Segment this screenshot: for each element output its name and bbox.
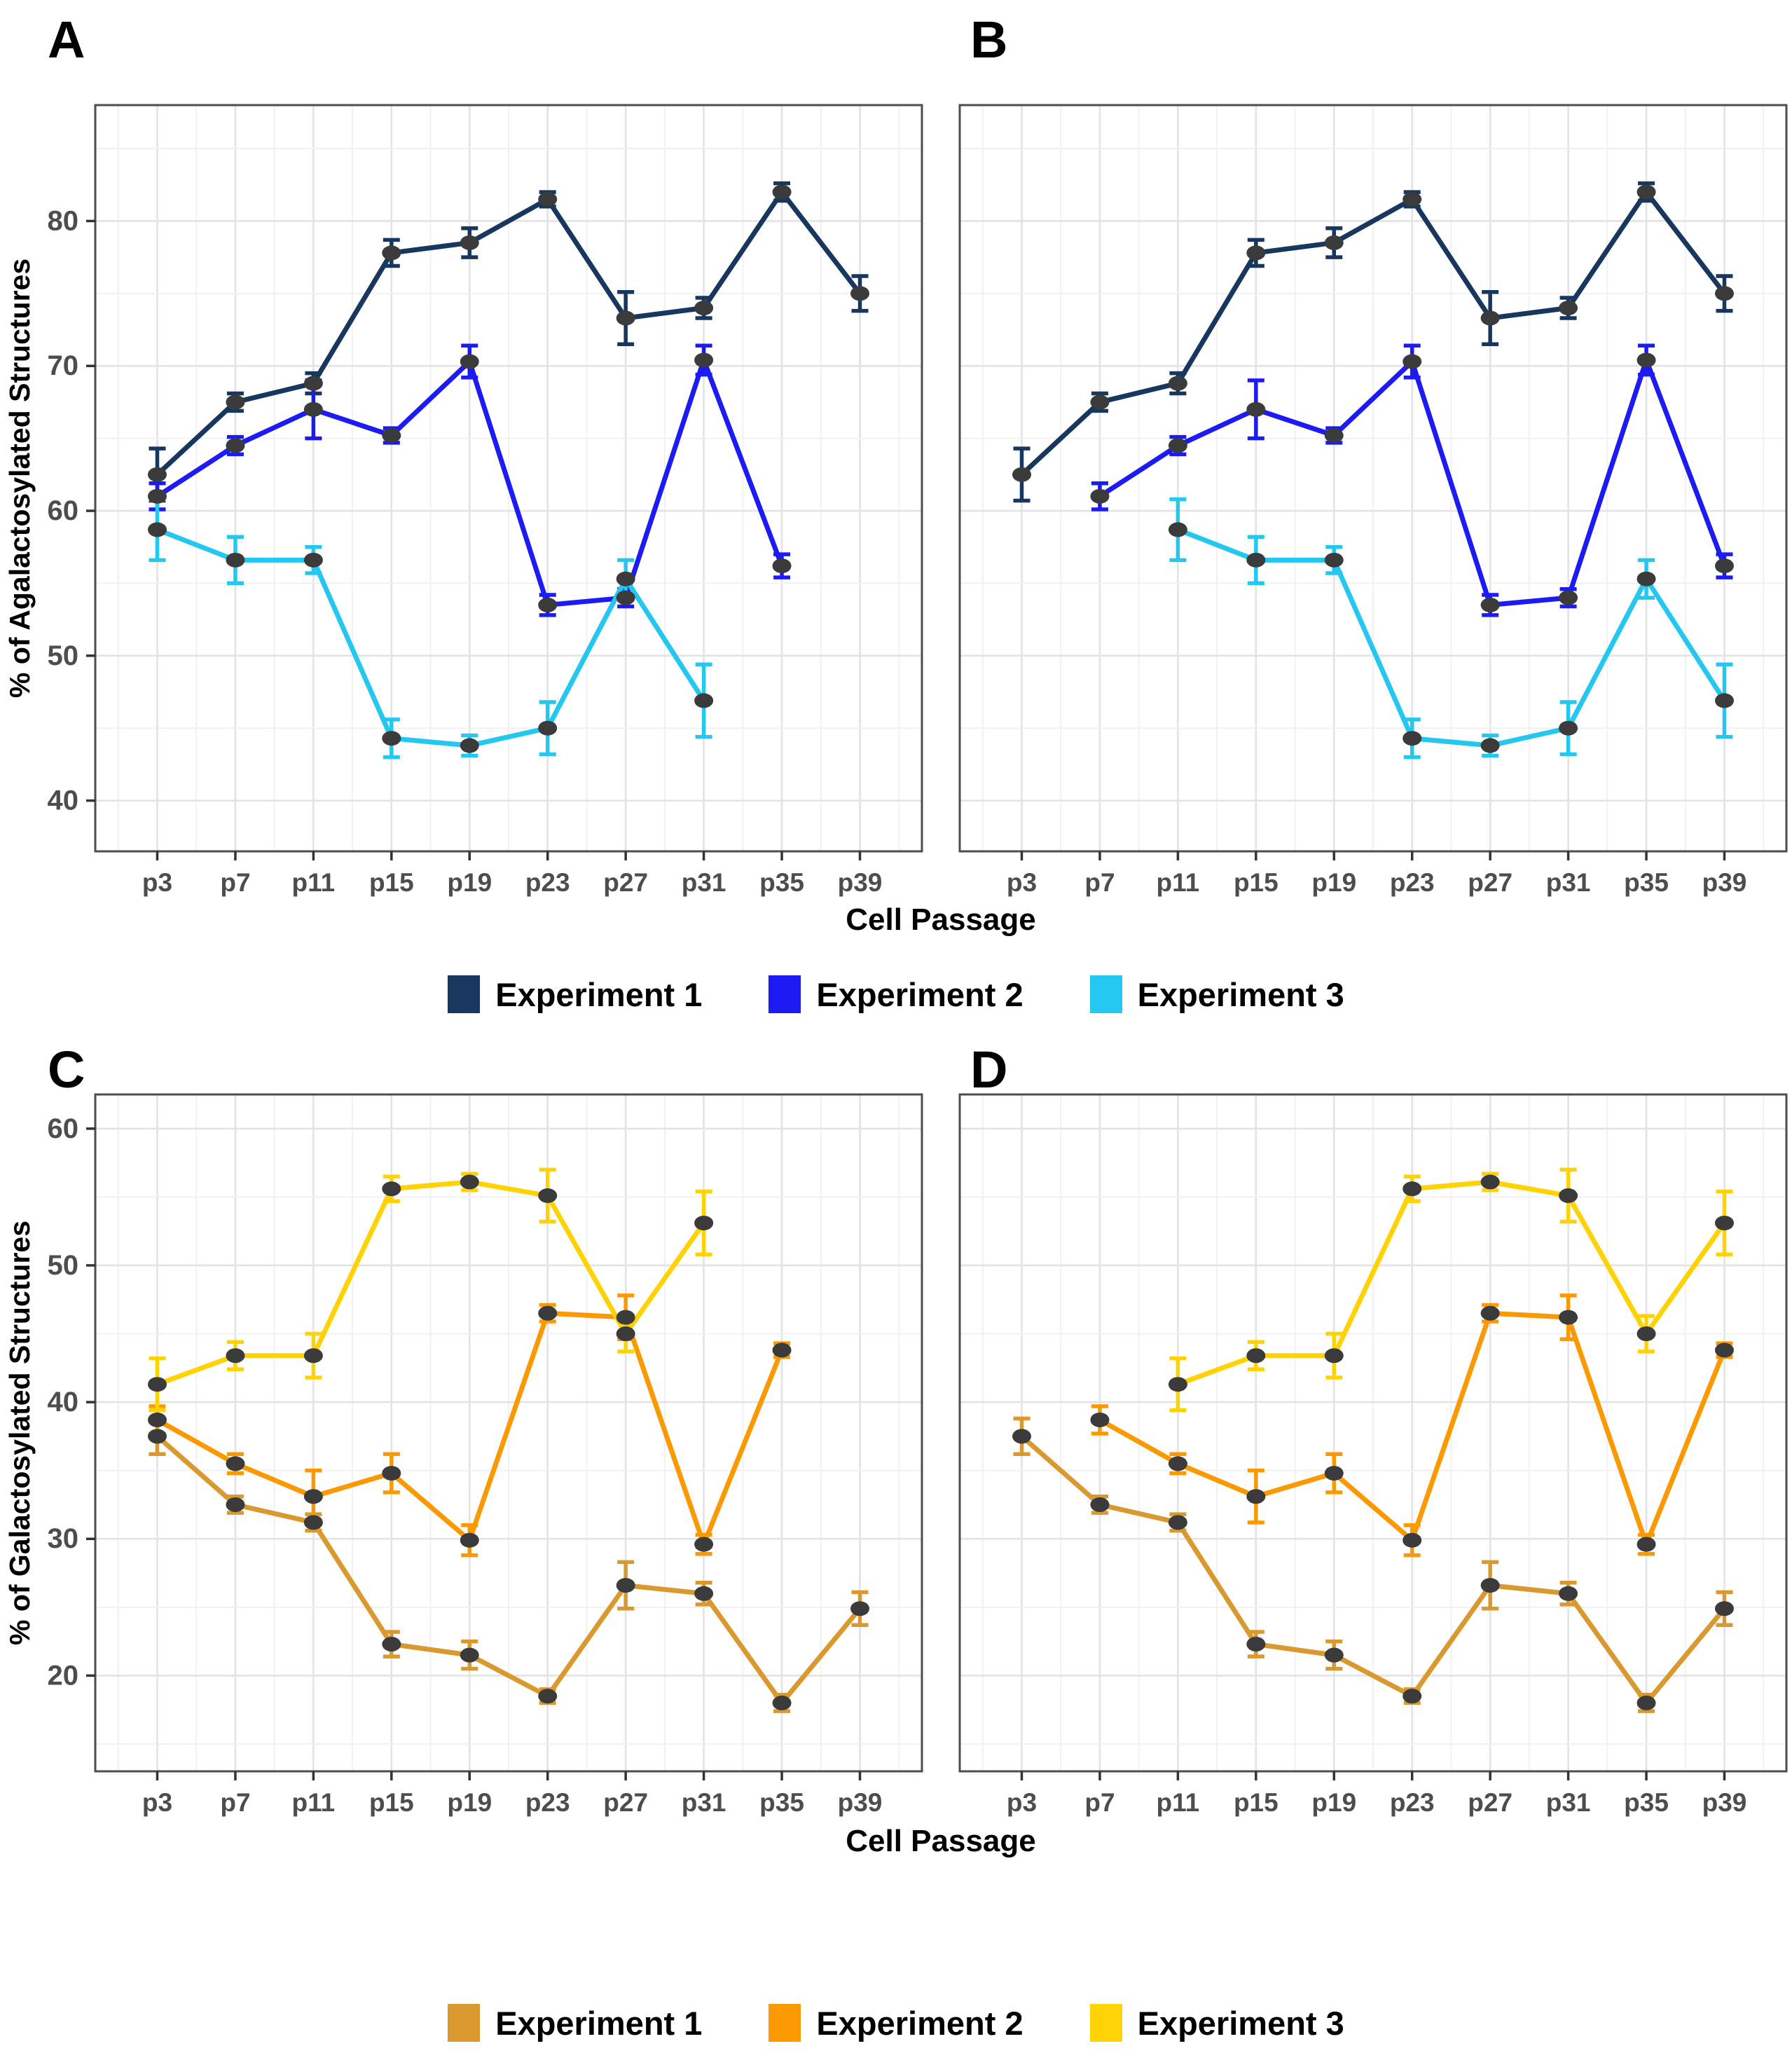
x-tick-label: p15: [1234, 868, 1278, 897]
x-tick-label: p3: [142, 1788, 172, 1817]
x-tick-label: p11: [1157, 868, 1200, 897]
x-tick-label: p31: [682, 868, 726, 897]
legend-label-experiment-1: Experiment 1: [495, 975, 703, 1013]
legend-label-experiment-2: Experiment 2: [816, 975, 1023, 1013]
panel-B: p3 p7 p11 p15 p19 p23 p27 p31 p35 p39 B: [958, 11, 1788, 897]
legend-item-experiment-1: Experiment 1: [448, 975, 702, 1013]
panel-D-x-axis: p3 p7 p11 p15 p19 p23 p27 p31 p35 p39: [1007, 1771, 1746, 1817]
y-tick-label: 30: [48, 1523, 79, 1554]
x-tick-label: p31: [1546, 1788, 1591, 1817]
panel-A-grid: [95, 105, 922, 851]
legend-swatch-experiment-3-icon: [1089, 975, 1122, 1013]
legend-bottom: Experiment 1 Experiment 2 Experiment 3: [0, 2004, 1792, 2042]
x-tick-label: p31: [682, 1788, 726, 1817]
legend-label-experiment-3: Experiment 3: [1137, 2004, 1344, 2042]
panel-C-grid: [95, 1094, 922, 1771]
x-tick-label: p15: [369, 868, 414, 897]
legend-item-experiment-2: Experiment 2: [769, 2004, 1023, 2042]
x-tick-label: p23: [1390, 868, 1435, 897]
panel-C-y-axis: 20 30 40 50 60: [48, 1113, 95, 1691]
legend-swatch-experiment-1-icon: [448, 975, 481, 1013]
x-tick-label: p35: [759, 1788, 804, 1817]
panel-C-x-axis: p3 p7 p11 p15 p19 p23 p27 p31 p35 p39: [142, 1771, 882, 1817]
legend-label-experiment-3: Experiment 3: [1137, 975, 1344, 1013]
panel-A: p3 p7 p11 p15 p19 p23 p27 p31 p35 p39 40 50 60 70 80 A: [48, 11, 923, 897]
panel-A-y-axis: 40 50 60 70 80: [48, 205, 95, 816]
y-tick-label: 60: [48, 495, 79, 526]
y-tick-label: 20: [48, 1660, 79, 1691]
legend-swatch-experiment-3-icon: [1089, 2004, 1122, 2042]
legend-swatch-experiment-2-icon: [769, 975, 801, 1013]
panel-B-points: [1012, 184, 1734, 753]
x-tick-label: p11: [292, 1788, 336, 1817]
x-axis-title: Cell Passage: [846, 1824, 1036, 1858]
legend-label-experiment-2: Experiment 2: [816, 2004, 1023, 2042]
x-tick-label: p3: [1007, 868, 1037, 897]
x-tick-label: p39: [1702, 1788, 1747, 1817]
y-tick-label: 70: [48, 350, 79, 381]
x-tick-label: p19: [1311, 868, 1356, 897]
legend-item-experiment-3: Experiment 3: [1089, 975, 1344, 1013]
panel-B-x-axis: p3 p7 p11 p15 p19 p23 p27 p31 p35 p39: [1007, 851, 1746, 897]
y-tick-label: 80: [48, 205, 79, 236]
legend-swatch-experiment-2-icon: [769, 2004, 801, 2042]
x-tick-label: p27: [1468, 868, 1512, 897]
x-tick-label: p35: [759, 868, 804, 897]
x-tick-label: p31: [1546, 868, 1591, 897]
panel-D-points: [1012, 1174, 1734, 1710]
legend-swatch-experiment-1-icon: [448, 2004, 481, 2042]
panel-D: p3 p7 p11 p15 p19 p23 p27 p31 p35 p39 D: [958, 1041, 1788, 1817]
x-tick-label: p27: [1468, 1788, 1512, 1817]
x-tick-label: p35: [1624, 868, 1669, 897]
x-axis-title: Cell Passage: [846, 902, 1036, 937]
x-tick-label: p35: [1624, 1788, 1669, 1817]
y-tick-label: 50: [48, 640, 79, 671]
panel-label-C: C: [48, 1041, 85, 1099]
legend-item-experiment-2: Experiment 2: [769, 975, 1023, 1013]
legend-top: Experiment 1 Experiment 2 Experiment 3: [0, 975, 1792, 1013]
x-tick-label: p7: [1084, 868, 1115, 897]
panel-label-B: B: [970, 11, 1007, 69]
x-tick-label: p39: [838, 1788, 883, 1817]
y-axis-title: % of Galactosylated Structures: [4, 1221, 36, 1645]
legend-item-experiment-1: Experiment 1: [448, 2004, 702, 2042]
x-tick-label: p11: [1157, 1788, 1200, 1817]
x-tick-label: p7: [220, 1788, 250, 1817]
panel-label-A: A: [48, 11, 85, 69]
x-tick-label: p23: [1390, 1788, 1435, 1817]
x-tick-label: p19: [1311, 1788, 1356, 1817]
x-tick-label: p7: [220, 868, 250, 897]
x-tick-label: p15: [1234, 1788, 1278, 1817]
x-tick-label: p23: [525, 1788, 570, 1817]
x-tick-label: p7: [1084, 1788, 1115, 1817]
panel-A-x-axis: p3 p7 p11 p15 p19 p23 p27 p31 p35 p39: [142, 851, 882, 897]
panel-label-D: D: [970, 1041, 1007, 1099]
x-tick-label: p3: [142, 868, 172, 897]
x-tick-label: p39: [838, 868, 883, 897]
x-tick-label: p3: [1007, 1788, 1037, 1817]
y-tick-label: 50: [48, 1250, 79, 1281]
x-tick-label: p23: [525, 868, 570, 897]
x-tick-label: p19: [447, 868, 492, 897]
legend-item-experiment-3: Experiment 3: [1089, 2004, 1344, 2042]
x-tick-label: p19: [447, 1788, 492, 1817]
panel-C-points: [148, 1174, 869, 1710]
panel-C: p3 p7 p11 p15 p19 p23 p27 p31 p35 p39 20 30 40 50 60 C: [48, 1041, 923, 1817]
x-tick-label: p27: [603, 1788, 648, 1817]
x-tick-label: p27: [603, 868, 648, 897]
y-axis-title: % of Agalactosylated Structures: [4, 259, 36, 698]
y-tick-label: 40: [48, 785, 79, 816]
y-tick-label: 60: [48, 1113, 79, 1144]
x-tick-label: p11: [292, 868, 336, 897]
panel-A-points: [148, 184, 869, 753]
x-tick-label: p39: [1702, 868, 1747, 897]
x-tick-label: p15: [369, 1788, 414, 1817]
y-tick-label: 40: [48, 1387, 79, 1417]
legend-label-experiment-1: Experiment 1: [495, 2004, 703, 2042]
